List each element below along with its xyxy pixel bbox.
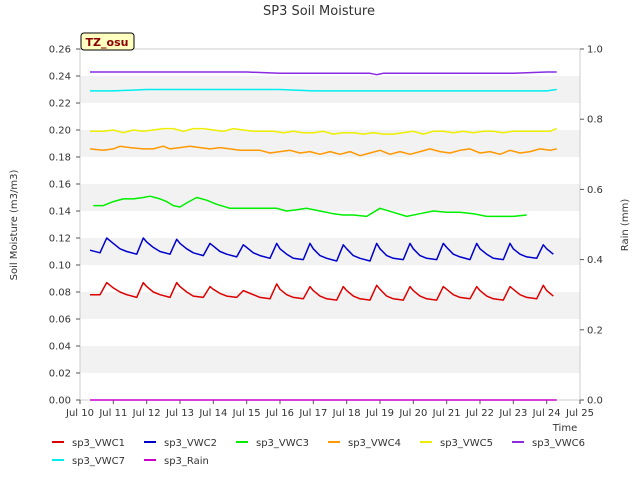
- chart-title: SP3 Soil Moisture: [263, 4, 375, 19]
- legend-label-sp3-rain: sp3_Rain: [164, 456, 209, 467]
- x-tick-label: Jul 19: [365, 408, 394, 419]
- x-tick-label: Jul 18: [332, 408, 361, 419]
- y-tick-label: 0.06: [49, 315, 71, 326]
- series-line-sp3-vwc3: [93, 195, 527, 218]
- x-tick-label: Jul 17: [298, 408, 327, 419]
- series-line-sp3-vwc5: [90, 127, 557, 135]
- x-axis-title: Time: [552, 423, 577, 434]
- y-tick-label: 0.24: [49, 72, 71, 83]
- x-tick-label: Jul 25: [565, 408, 594, 419]
- legend-label-sp3-vwc6: sp3_VWC6: [532, 438, 585, 449]
- x-tick-label: Jul 12: [132, 408, 161, 419]
- y2-tick-label: 1.0: [587, 45, 603, 56]
- x-axis: Jul 10 Jul 11 Jul 12 Jul 13 Jul 14 Jul 15 Jul …: [65, 400, 594, 419]
- site-badge: TZ_osu: [80, 32, 135, 51]
- series-line-sp3-vwc6: [90, 71, 557, 76]
- y2-tick-label: 0.6: [587, 185, 603, 196]
- y2-tick-label: 0.0: [587, 396, 603, 407]
- grid-band: [80, 184, 580, 211]
- y-tick-label: 0.18: [49, 153, 71, 164]
- x-tick-label: Jul 16: [265, 408, 294, 419]
- legend-label-sp3-vwc4: sp3_VWC4: [348, 438, 401, 449]
- legend-label-sp3-vwc5: sp3_VWC5: [440, 438, 493, 449]
- grid-band: [80, 130, 580, 157]
- y-tick-label: 0.08: [49, 288, 71, 299]
- y-axis-left: 0.00 0.02 0.04 0.06 0.08 0.10 0.12 0.14 0.16 0.18…: [49, 45, 80, 407]
- x-tick-label: Jul 24: [532, 408, 561, 419]
- grid-bands: [80, 76, 580, 373]
- legend: sp3_VWC1 sp3_VWC2 sp3_VWC3 sp3_VWC4 sp3_VWC5…: [52, 438, 585, 467]
- series-lines: [89, 71, 557, 401]
- y-axis-right: 0.0 0.2 0.4 0.6 0.8 1.0: [580, 45, 603, 407]
- legend-label-sp3-vwc7: sp3_VWC7: [72, 456, 125, 467]
- series-line-sp3-vwc1: [90, 281, 554, 301]
- y-tick-label: 0.16: [49, 180, 71, 191]
- y2-tick-label: 0.2: [587, 325, 603, 336]
- legend-label-sp3-vwc2: sp3_VWC2: [164, 438, 217, 449]
- y-tick-label: 0.10: [49, 261, 71, 272]
- y-tick-label: 0.26: [49, 45, 71, 56]
- site-badge-label: TZ_osu: [86, 36, 129, 49]
- x-tick-label: Jul 14: [198, 408, 227, 419]
- x-tick-label: Jul 22: [465, 408, 494, 419]
- y-axis-title: Soil Moisture (m3/m3): [9, 170, 20, 281]
- x-tick-label: Jul 13: [165, 408, 194, 419]
- grid-band: [80, 292, 580, 319]
- site-badge-box: [80, 32, 135, 51]
- x-tick-label: Jul 10: [65, 408, 94, 419]
- legend-label-sp3-vwc3: sp3_VWC3: [256, 438, 309, 449]
- y-tick-label: 0.00: [49, 396, 71, 407]
- grid-band: [80, 346, 580, 373]
- x-tick-label: Jul 21: [432, 408, 461, 419]
- x-tick-label: Jul 23: [498, 408, 527, 419]
- x-tick-label: Jul 20: [398, 408, 427, 419]
- legend-label-sp3-vwc1: sp3_VWC1: [72, 438, 125, 449]
- x-tick-label: Jul 11: [98, 408, 127, 419]
- y2-tick-label: 0.4: [587, 255, 603, 266]
- y-tick-label: 0.04: [49, 342, 71, 353]
- y2-tick-label: 0.8: [587, 115, 603, 126]
- series-line-sp3-vwc7: [90, 88, 557, 92]
- y-tick-label: 0.14: [49, 207, 71, 218]
- series-line-sp3-vwc2: [89, 237, 554, 262]
- grid-band: [80, 238, 580, 265]
- series-line-sp3-vwc4: [89, 145, 557, 157]
- y-tick-label: 0.20: [49, 126, 71, 137]
- x-tick-label: Jul 15: [232, 408, 261, 419]
- y-tick-label: 0.12: [49, 234, 71, 245]
- y-tick-label: 0.22: [49, 99, 71, 110]
- y-tick-label: 0.02: [49, 369, 71, 380]
- y2-axis-title: Rain (mm): [620, 199, 631, 252]
